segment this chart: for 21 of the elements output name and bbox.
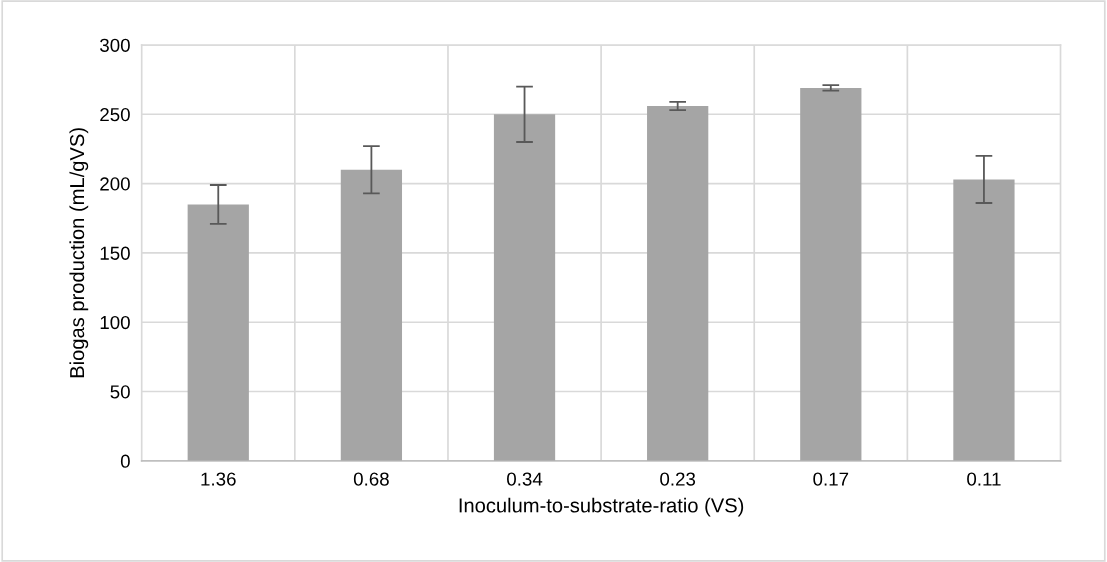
bar [647, 105, 709, 461]
bar [953, 179, 1015, 461]
bar [187, 204, 249, 461]
x-tick-label: 0.34 [507, 472, 543, 486]
x-axis-title: Inoculum-to-substrate-ratio (VS) [459, 497, 744, 517]
x-tick-label: 1.36 [201, 472, 236, 486]
y-axis-title: Biogas production (mL/gVS) [69, 128, 89, 378]
bar [493, 114, 556, 461]
y-tick-label: 0 [120, 454, 130, 468]
x-tick-label: 0.23 [660, 472, 696, 486]
bar [340, 169, 403, 461]
y-tick-label: 300 [100, 38, 130, 52]
y-tick-label: 50 [110, 385, 130, 399]
x-tick-label: 0.11 [967, 472, 1001, 486]
y-tick-label: 200 [100, 177, 130, 191]
y-tick-label: 100 [100, 315, 130, 330]
x-tick-label: 0.68 [353, 472, 389, 486]
y-tick-label: 150 [100, 246, 130, 260]
bar [800, 87, 862, 461]
y-tick-label: 250 [100, 107, 130, 122]
x-tick-label: 0.17 [813, 472, 849, 486]
